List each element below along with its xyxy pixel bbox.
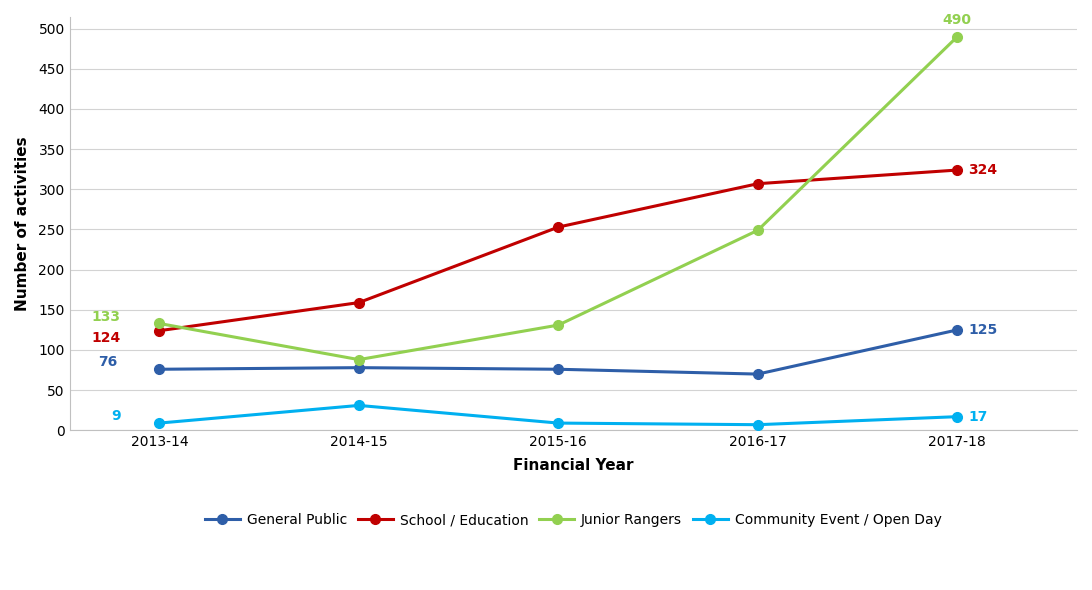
School / Education [951, 166, 964, 173]
Text: 133: 133 [92, 310, 120, 323]
General Public [951, 326, 964, 333]
Line: General Public: General Public [154, 325, 962, 379]
General Public [353, 364, 366, 371]
Line: School / Education: School / Education [154, 165, 962, 336]
School / Education [153, 327, 166, 335]
Junior Rangers [551, 322, 565, 329]
General Public [551, 366, 565, 373]
Text: 324: 324 [969, 163, 997, 177]
X-axis label: Financial Year: Financial Year [513, 457, 633, 473]
Junior Rangers [951, 33, 964, 40]
Y-axis label: Number of activities: Number of activities [15, 136, 29, 311]
Text: 124: 124 [92, 330, 120, 345]
School / Education [551, 224, 565, 231]
Community Event / Open Day [751, 421, 764, 428]
Community Event / Open Day [951, 413, 964, 420]
Community Event / Open Day [153, 419, 166, 427]
School / Education [353, 299, 366, 306]
Community Event / Open Day [551, 419, 565, 427]
Community Event / Open Day [353, 402, 366, 409]
Junior Rangers [751, 227, 764, 234]
Junior Rangers [353, 356, 366, 363]
Text: 490: 490 [942, 13, 972, 27]
Legend: General Public, School / Education, Junior Rangers, Community Event / Open Day: General Public, School / Education, Juni… [200, 507, 947, 533]
General Public [751, 371, 764, 378]
School / Education [751, 180, 764, 187]
Line: Community Event / Open Day: Community Event / Open Day [154, 401, 962, 430]
Text: 17: 17 [969, 409, 988, 424]
General Public [153, 366, 166, 373]
Text: 125: 125 [969, 323, 998, 337]
Line: Junior Rangers: Junior Rangers [154, 32, 962, 365]
Junior Rangers [153, 320, 166, 327]
Text: 9: 9 [110, 409, 120, 423]
Text: 76: 76 [98, 355, 118, 369]
